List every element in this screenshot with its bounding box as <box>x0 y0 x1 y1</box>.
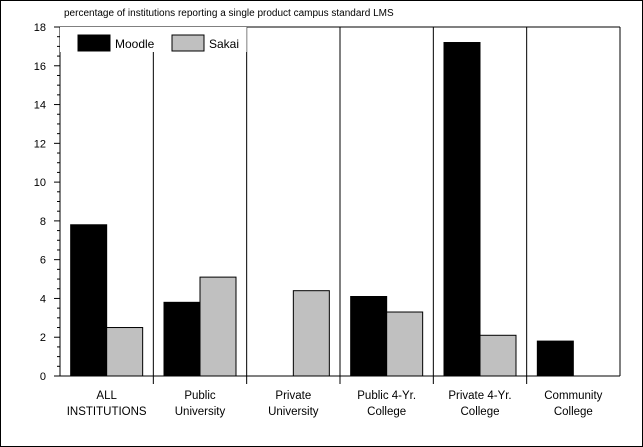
bar-sakai-2 <box>292 290 330 377</box>
x-category-label: College <box>367 406 406 418</box>
x-category-label: Private <box>275 390 311 402</box>
y-tick-label: 8 <box>40 216 46 228</box>
legend-swatch-moodle <box>77 34 111 52</box>
y-tick-label: 18 <box>34 22 46 34</box>
y-tick-label: 10 <box>34 177 46 189</box>
x-category-label: Public <box>184 390 216 402</box>
legend-label-moodle: Moodle <box>115 37 155 51</box>
x-category-label: University <box>268 406 319 418</box>
x-axis: ALL INSTITUTIONS Public University Private Un… <box>60 375 620 418</box>
y-axis: 0 2 4 6 8 10 12 14 16 18 <box>34 22 61 383</box>
x-category-label: Community <box>544 390 602 402</box>
x-category-label: INSTITUTIONS <box>67 406 147 418</box>
bar-moodle-5 <box>536 340 574 377</box>
chart-title: percentage of institutions reporting a s… <box>64 8 394 19</box>
bar-sakai-3 <box>386 311 424 377</box>
x-category-label: University <box>175 406 226 418</box>
x-category-label: Public 4-Yr. <box>357 390 416 402</box>
bar-sakai-0 <box>106 327 144 377</box>
y-tick-label: 0 <box>40 371 46 383</box>
bar-sakai-1 <box>199 276 237 377</box>
x-category-label: Private 4-Yr. <box>448 390 511 402</box>
x-category-label: College <box>461 406 500 418</box>
legend: Moodle Sakai <box>60 27 247 52</box>
y-tick-label: 12 <box>34 138 46 150</box>
y-tick-label: 6 <box>40 255 46 267</box>
bars <box>70 42 574 377</box>
y-tick-label: 2 <box>40 332 46 344</box>
bar-sakai-4 <box>479 334 517 377</box>
bar-moodle-0 <box>70 224 108 377</box>
y-tick-label: 16 <box>34 61 46 73</box>
x-category-label: ALL <box>96 390 117 402</box>
category-separators <box>60 26 621 384</box>
y-tick-label: 14 <box>34 100 46 112</box>
legend-label-sakai: Sakai <box>209 37 239 51</box>
y-tick-label: 4 <box>40 293 46 305</box>
bar-moodle-3 <box>350 296 388 377</box>
bar-moodle-4 <box>443 42 481 377</box>
x-category-label: College <box>554 406 593 418</box>
legend-swatch-sakai <box>171 34 205 52</box>
bar-moodle-1 <box>163 301 201 377</box>
